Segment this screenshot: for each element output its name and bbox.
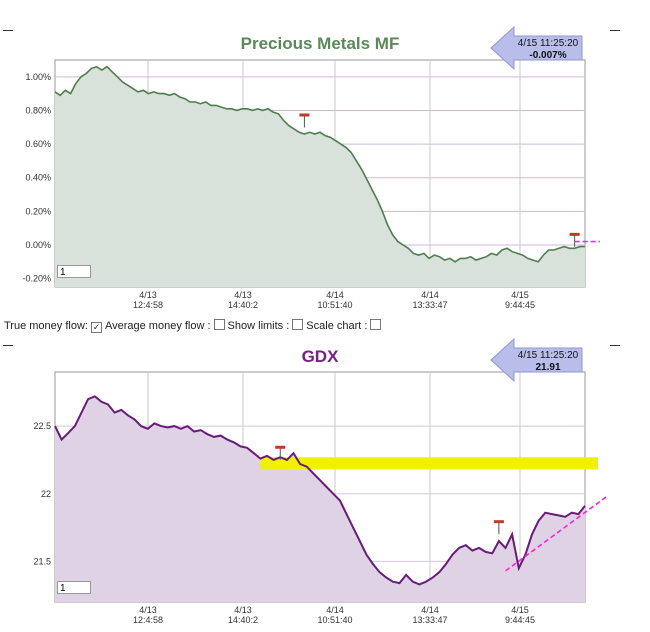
y-tick-label: 0.80% xyxy=(25,105,51,115)
chart-title: GDX xyxy=(302,347,340,366)
series-line xyxy=(54,65,585,263)
scale-chart-checkbox[interactable] xyxy=(370,319,382,330)
callout-value: 21.91 xyxy=(535,362,560,373)
corner-dash xyxy=(610,30,620,31)
corner-dash xyxy=(3,345,13,346)
spike-flag xyxy=(569,232,580,236)
y-tick-label: 22.5 xyxy=(33,421,51,431)
spike-flag xyxy=(493,520,504,524)
callout-time: 4/15 11:25:20 xyxy=(518,38,579,49)
chart1-period-input[interactable]: 1 xyxy=(57,265,91,278)
x-tick-date: 4/15 xyxy=(511,290,529,300)
x-tick-date: 4/13 xyxy=(234,605,252,615)
y-tick-label: 0.60% xyxy=(25,139,51,149)
average-money-flow-checkbox[interactable] xyxy=(213,319,225,330)
x-tick-date: 4/14 xyxy=(421,290,439,300)
average-money-flow-label: Average money flow : xyxy=(104,320,211,332)
x-tick-date: 4/14 xyxy=(421,605,439,615)
markers xyxy=(275,445,607,572)
x-tick-date: 4/13 xyxy=(139,290,157,300)
y-tick-label: 0.00% xyxy=(25,240,51,250)
x-tick-time: 12:4:58 xyxy=(133,300,163,310)
corner-dash xyxy=(610,345,620,346)
spike-flag xyxy=(299,113,310,117)
show-limits-checkbox[interactable] xyxy=(292,319,304,330)
resistance-band xyxy=(260,457,598,470)
callout-arrow-shape xyxy=(490,337,583,383)
x-tick-time: 9:44:45 xyxy=(505,615,535,625)
x-tick-time: 14:40:2 xyxy=(228,615,258,625)
x-tick-date: 4/15 xyxy=(511,605,529,615)
y-tick-label: 0.40% xyxy=(25,173,51,183)
y-tick-label: 1.00% xyxy=(25,72,51,82)
spike-flag xyxy=(275,445,286,449)
true-money-flow-checkbox[interactable]: ✓ xyxy=(90,322,102,333)
chart-title: Precious Metals MF xyxy=(241,34,400,53)
y-tick-label: -0.20% xyxy=(22,274,51,284)
chart2-period-input[interactable]: 1 xyxy=(57,581,91,594)
precious-metals-chart: 1.00% 0.80% 0.60% 0.40% 0.20% 0.00% -0.20% 4/1… xyxy=(22,25,600,310)
x-tick-date: 4/13 xyxy=(234,290,252,300)
y-tick-labels: 22.5 22 21.5 xyxy=(33,421,51,566)
x-tick-time: 13:33:47 xyxy=(412,300,447,310)
x-tick-date: 4/13 xyxy=(139,605,157,615)
true-money-flow-label: True money flow: xyxy=(4,320,88,332)
x-tick-time: 14:40:2 xyxy=(228,300,258,310)
y-tick-labels: 1.00% 0.80% 0.60% 0.40% 0.20% 0.00% -0.20% xyxy=(22,72,51,284)
callout-time: 4/15 11:25:20 xyxy=(518,350,579,361)
y-tick-label: 22 xyxy=(41,489,51,499)
price-callout: 4/15 11:25:20 21.91 xyxy=(490,337,583,383)
x-tick-labels: 4/1312:4:584/1314:40:24/1410:51:404/1413… xyxy=(133,290,535,310)
y-tick-label: 21.5 xyxy=(33,556,51,566)
x-tick-time: 13:33:47 xyxy=(412,615,447,625)
callout-value: -0.007% xyxy=(529,50,566,61)
x-tick-date: 4/14 xyxy=(326,290,344,300)
y-tick-label: 0.20% xyxy=(25,206,51,216)
x-tick-date: 4/14 xyxy=(326,605,344,615)
show-limits-label: Show limits : xyxy=(227,320,290,332)
callout-arrow-shape xyxy=(490,25,583,71)
series-line xyxy=(54,395,586,586)
x-tick-time: 10:51:40 xyxy=(317,615,352,625)
x-tick-labels: 4/1312:4:584/1314:40:24/1410:51:404/1413… xyxy=(133,605,535,625)
corner-dash xyxy=(3,30,13,31)
price-callout: 4/15 11:25:20 -0.007% xyxy=(490,25,583,71)
x-tick-time: 12:4:58 xyxy=(133,615,163,625)
trend-line xyxy=(505,496,607,572)
chart-controls: True money flow: ✓ Average money flow : Sho… xyxy=(4,319,384,333)
x-tick-time: 9:44:45 xyxy=(505,300,535,310)
series-area xyxy=(55,66,585,287)
scale-chart-label: Scale chart : xyxy=(306,320,368,332)
markers xyxy=(299,113,600,247)
x-tick-time: 10:51:40 xyxy=(317,300,352,310)
series-area xyxy=(55,396,585,602)
